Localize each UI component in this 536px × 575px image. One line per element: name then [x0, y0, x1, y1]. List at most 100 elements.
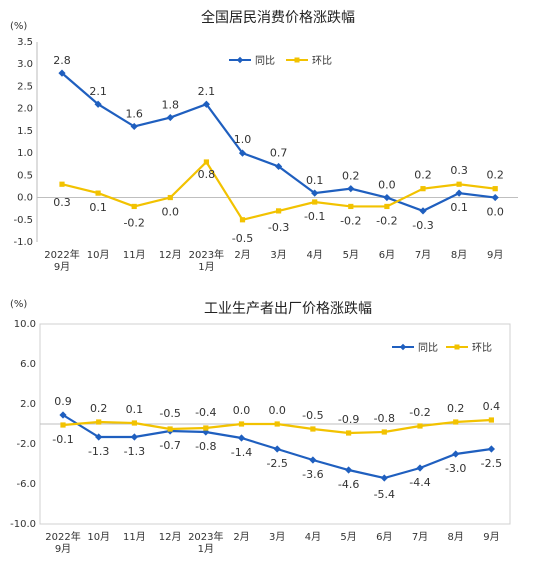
ppi-x-tick: 5月	[340, 531, 356, 543]
cpi-data-label-环比: 0.0	[162, 206, 180, 219]
cpi-point-环比	[420, 186, 426, 192]
ppi-chart: 工业生产者出厂价格涨跌幅 (%) 同比 环比 10.0 6.0 2.0 -2.0 -6.0…	[10, 299, 511, 555]
cpi-x-tick: 8月	[451, 249, 467, 261]
ppi-data-label-同比: 0.9	[54, 395, 72, 408]
ppi-legend-marker-环比	[454, 344, 460, 350]
ppi-point-环比	[453, 419, 459, 425]
ppi-data-label-同比: -1.4	[231, 446, 252, 459]
cpi-y-tick: 3.0	[17, 59, 33, 70]
ppi-data-label-环比: 0.4	[483, 400, 501, 413]
cpi-point-同比	[383, 193, 391, 202]
ppi-legend-label-同比: 同比	[418, 342, 438, 354]
ppi-data-label-环比: -0.2	[409, 406, 430, 419]
ppi-x-tick: 2022年	[45, 530, 80, 543]
ppi-data-label-同比: -2.5	[266, 457, 287, 470]
ppi-data-label-同比: -1.3	[124, 445, 145, 458]
cpi-point-同比	[238, 149, 247, 157]
ppi-point-环比	[310, 426, 316, 432]
ppi-data-label-同比: -5.4	[374, 488, 395, 501]
cpi-data-label-同比: 2.1	[198, 85, 216, 98]
ppi-data-label-环比: 0.2	[447, 402, 465, 415]
ppi-legend-label-环比: 环比	[472, 342, 492, 354]
ppi-data-label-同比: -1.3	[88, 445, 109, 458]
cpi-data-label-环比: 0.2	[414, 169, 432, 182]
cpi-data-label-环比: -0.2	[340, 214, 361, 227]
cpi-y-tick: 1.5	[17, 126, 33, 137]
cpi-data-label-同比: 0.1	[450, 201, 468, 214]
cpi-x-tick: 4月	[307, 249, 323, 261]
cpi-point-环比	[276, 208, 282, 214]
cpi-x-tick: 7月	[415, 249, 431, 261]
cpi-data-label-同比: 0.0	[486, 206, 504, 219]
ppi-data-label-环比: 0.1	[126, 403, 144, 416]
cpi-y-tick: 0.5	[17, 170, 33, 181]
cpi-point-环比	[312, 199, 318, 205]
ppi-data-label-同比: -4.4	[409, 476, 430, 489]
ppi-x-tick: 11月	[123, 531, 146, 543]
ppi-point-环比	[96, 419, 102, 425]
ppi-point-同比	[237, 434, 246, 442]
ppi-point-同比	[309, 456, 317, 464]
ppi-point-环比	[417, 423, 423, 429]
ppi-point-同比	[487, 445, 495, 453]
cpi-point-同比	[491, 193, 499, 202]
ppi-data-label-环比: -0.4	[195, 406, 216, 419]
cpi-data-label-环比: -0.1	[304, 210, 325, 223]
ppi-y-tick: 10.0	[14, 319, 36, 330]
ppi-x-tick: 9月	[55, 543, 71, 555]
ppi-point-环比	[346, 430, 352, 436]
cpi-y-tick: 3.5	[17, 37, 33, 48]
cpi-x-tick: 9月	[54, 261, 70, 273]
cpi-point-同比	[311, 189, 319, 197]
ppi-point-环比	[488, 417, 494, 423]
ppi-data-label-同比: -3.6	[302, 468, 323, 481]
ppi-x-tick: 9月	[483, 531, 499, 543]
cpi-y-tick: 2.5	[17, 81, 33, 92]
ppi-data-label-环比: 0.0	[268, 404, 286, 417]
cpi-data-label-同比: 0.7	[270, 146, 288, 159]
ppi-y-tick: -6.0	[16, 479, 36, 490]
cpi-y-tick: 2.0	[17, 104, 33, 115]
ppi-data-label-环比: 0.2	[90, 402, 108, 415]
ppi-point-同比	[416, 464, 424, 472]
ppi-point-同比	[59, 411, 67, 419]
ppi-point-环比	[238, 421, 245, 427]
ppi-data-label-环比: -0.1	[52, 433, 73, 446]
cpi-x-tick: 12月	[159, 249, 182, 261]
cpi-point-同比	[202, 100, 210, 108]
cpi-data-label-环比: -0.5	[232, 232, 253, 245]
cpi-data-label-同比: 0.2	[342, 170, 360, 183]
ppi-point-同比	[345, 466, 353, 474]
cpi-data-label-环比: 0.1	[89, 201, 107, 214]
cpi-x-tick: 1月	[198, 261, 214, 273]
cpi-y-tick: 0.0	[17, 193, 33, 204]
ppi-y-tick: -2.0	[16, 439, 36, 450]
ppi-y-tick: -10.0	[10, 519, 36, 530]
ppi-x-tick: 8月	[448, 531, 464, 543]
ppi-data-label-同比: -2.5	[481, 457, 502, 470]
cpi-y-tick: 1.0	[17, 148, 33, 159]
ppi-y-tick: 2.0	[20, 399, 36, 410]
cpi-point-同比	[166, 113, 174, 122]
ppi-x-tick: 3月	[269, 531, 285, 543]
cpi-legend-marker-环比	[294, 57, 300, 63]
ppi-legend: 同比 环比	[392, 342, 492, 354]
cpi-legend-marker-同比	[236, 56, 244, 64]
ppi-x-tick: 7月	[412, 531, 428, 543]
cpi-x-tick: 11月	[123, 249, 146, 261]
cpi-point-同比	[58, 69, 66, 77]
ppi-point-同比	[273, 445, 281, 453]
cpi-x-tick: 5月	[343, 249, 359, 261]
cpi-series-line-同比	[61, 72, 496, 213]
cpi-x-tick: 2022年	[44, 248, 79, 261]
cpi-point-环比	[239, 217, 246, 223]
ppi-data-label-环比: -0.8	[374, 412, 395, 425]
ppi-point-同比	[95, 433, 103, 441]
ppi-data-label-环比: -0.5	[302, 409, 323, 422]
ppi-data-label-环比: 0.0	[233, 404, 251, 417]
cpi-data-label-环比: -0.2	[123, 216, 144, 229]
cpi-data-label-环比: 0.3	[53, 196, 71, 209]
cpi-x-tick: 2月	[234, 249, 250, 261]
cpi-legend-label-同比: 同比	[255, 55, 275, 67]
ppi-y-unit: (%)	[10, 299, 27, 310]
